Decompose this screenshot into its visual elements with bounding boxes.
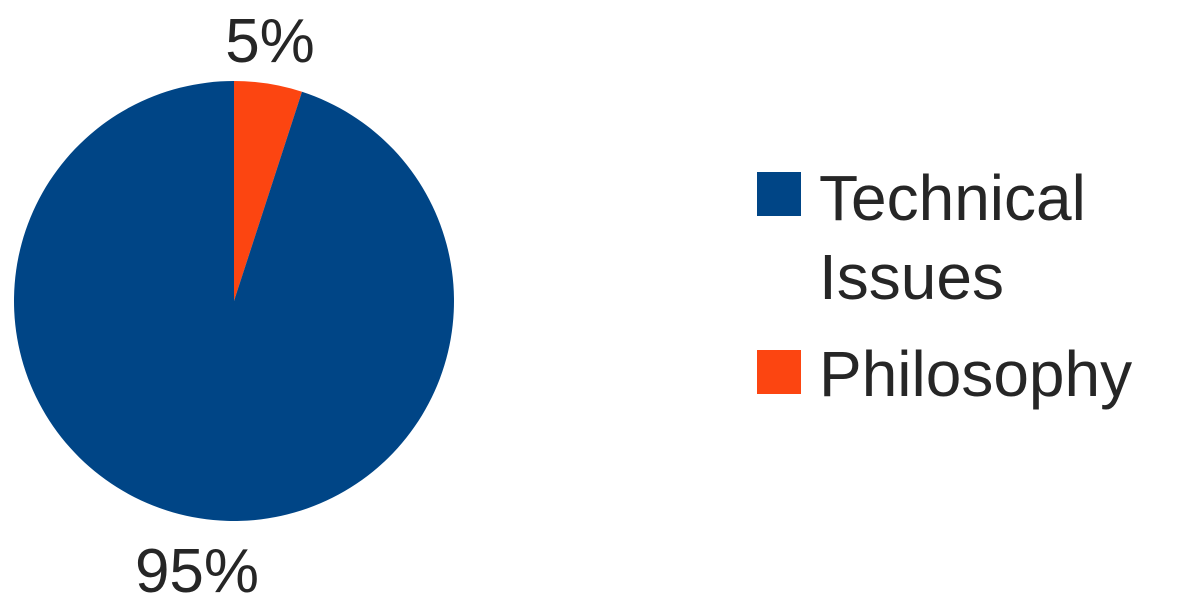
pie-slice-technical-issues [13,81,455,521]
legend-label-philosophy: Philosophy [819,338,1132,410]
pie-slice-philosophy [234,81,302,301]
data-label-philosophy: 5% [225,7,315,76]
pie-slices [13,81,455,521]
pie-data-labels: 5% 95% [135,7,315,597]
legend-label-technical-issues: Technical Issues [819,162,1086,313]
legend: Technical Issues Philosophy [757,162,1132,410]
legend-swatch-philosophy [757,350,801,394]
data-label-technical-issues: 95% [135,537,259,597]
legend-swatch-technical-issues [757,172,801,216]
